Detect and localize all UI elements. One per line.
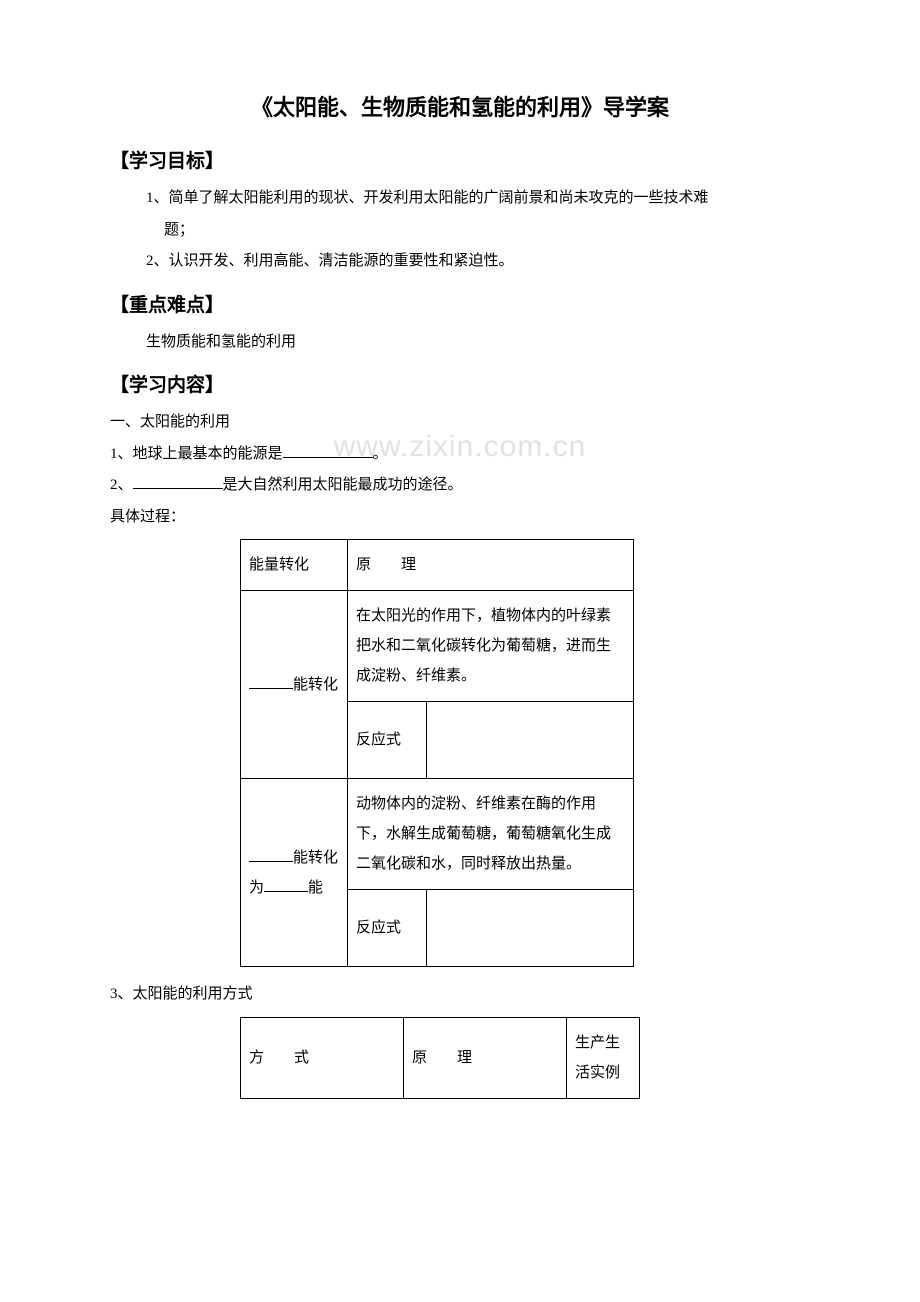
th-principle: 原 理: [348, 540, 634, 591]
row2-blank1: [249, 847, 293, 862]
q1-blank: [283, 443, 373, 458]
section-goals-heading: 【学习目标】: [110, 146, 810, 173]
row1-left: 能转化: [241, 591, 348, 779]
goal-item-2: 2、认识开发、利用高能、清洁能源的重要性和紧迫性。: [128, 246, 810, 278]
page: www.zixin.com.cn 《太阳能、生物质能和氢能的利用》导学案 【学习…: [0, 0, 920, 1171]
subsection-1: 一、太阳能的利用: [110, 407, 810, 439]
row2-react-label: 反应式: [348, 890, 427, 967]
q1-text-b: 。: [373, 446, 388, 462]
row1-desc: 在太阳光的作用下，植物体内的叶绿素把水和二氧化碳转化为葡萄糖，进而生成淀粉、纤维…: [348, 591, 634, 702]
usage-table: 方 式 原 理 生产生活实例: [240, 1017, 640, 1099]
row2-react-blank: [427, 890, 634, 967]
row1-react-label: 反应式: [348, 702, 427, 779]
row2-desc: 动物体内的淀粉、纤维素在酶的作用下，水解生成葡萄糖，葡萄糖氧化生成二氧化碳和水，…: [348, 779, 634, 890]
section-key-heading: 【重点难点】: [110, 290, 810, 317]
question-1: 1、地球上最基本的能源是 。: [110, 439, 810, 471]
page-title: 《太阳能、生物质能和氢能的利用》导学案: [110, 90, 810, 122]
row2-left-c: 能: [308, 880, 323, 896]
row1-left-a: 能转化: [293, 677, 338, 693]
th-method: 方 式: [241, 1017, 404, 1098]
row2-left-a: 能转化: [293, 850, 338, 866]
th-example: 生产生活实例: [567, 1017, 640, 1098]
table-row: 能量转化 原 理: [241, 540, 634, 591]
question-2: 2、 是大自然利用太阳能最成功的途径。: [110, 470, 810, 502]
q2-text-b: 是大自然利用太阳能最成功的途径。: [223, 477, 463, 493]
q2-text-a: 2、: [110, 477, 133, 493]
th-principle2: 原 理: [404, 1017, 567, 1098]
section-content-heading: 【学习内容】: [110, 370, 810, 397]
table-row: 能转化为能 动物体内的淀粉、纤维素在酶的作用下，水解生成葡萄糖，葡萄糖氧化生成二…: [241, 779, 634, 890]
key-text: 生物质能和氢能的利用: [110, 327, 810, 359]
process-label: 具体过程：: [110, 502, 810, 534]
table-row: 方 式 原 理 生产生活实例: [241, 1017, 640, 1098]
table-row: 能转化 在太阳光的作用下，植物体内的叶绿素把水和二氧化碳转化为葡萄糖，进而生成淀…: [241, 591, 634, 702]
goal-item-1b: 题；: [110, 215, 810, 247]
subsection-3: 3、太阳能的利用方式: [110, 979, 810, 1011]
row1-blank: [249, 674, 293, 689]
row2-left-b: 为: [249, 880, 264, 896]
q1-text-a: 1、地球上最基本的能源是: [110, 446, 283, 462]
energy-table: 能量转化 原 理 能转化 在太阳光的作用下，植物体内的叶绿素把水和二氧化碳转化为…: [240, 539, 634, 967]
goal-item-1: 1、简单了解太阳能利用的现状、开发利用太阳能的广阔前景和尚未攻克的一些技术难: [128, 183, 810, 215]
row2-left: 能转化为 能: [241, 779, 348, 967]
th-energy: 能量转化: [241, 540, 348, 591]
row1-react-blank: [427, 702, 634, 779]
q2-blank: [133, 474, 223, 489]
row2-blank2: [264, 877, 308, 892]
